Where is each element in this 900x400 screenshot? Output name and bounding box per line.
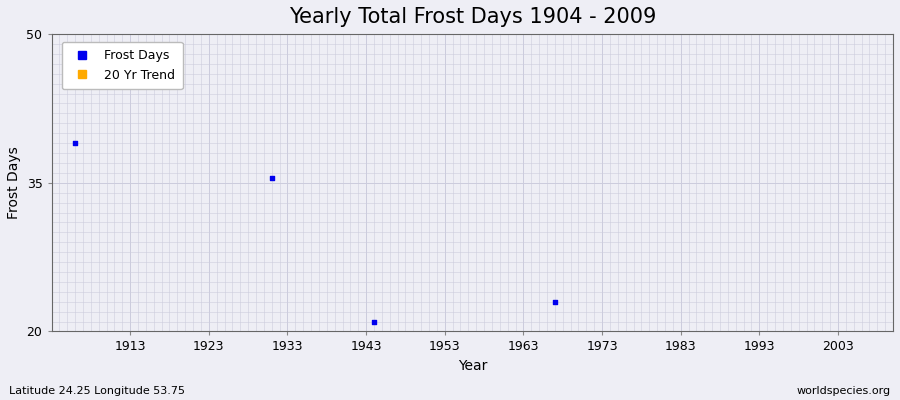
Text: Latitude 24.25 Longitude 53.75: Latitude 24.25 Longitude 53.75: [9, 386, 185, 396]
Point: [265, 175, 279, 181]
Point: [367, 318, 382, 325]
Title: Yearly Total Frost Days 1904 - 2009: Yearly Total Frost Days 1904 - 2009: [289, 7, 656, 27]
Point: [68, 140, 82, 146]
Text: worldspecies.org: worldspecies.org: [796, 386, 891, 396]
Legend: Frost Days, 20 Yr Trend: Frost Days, 20 Yr Trend: [62, 42, 183, 89]
Point: [548, 298, 562, 305]
X-axis label: Year: Year: [457, 359, 487, 373]
Y-axis label: Frost Days: Frost Days: [7, 146, 21, 219]
